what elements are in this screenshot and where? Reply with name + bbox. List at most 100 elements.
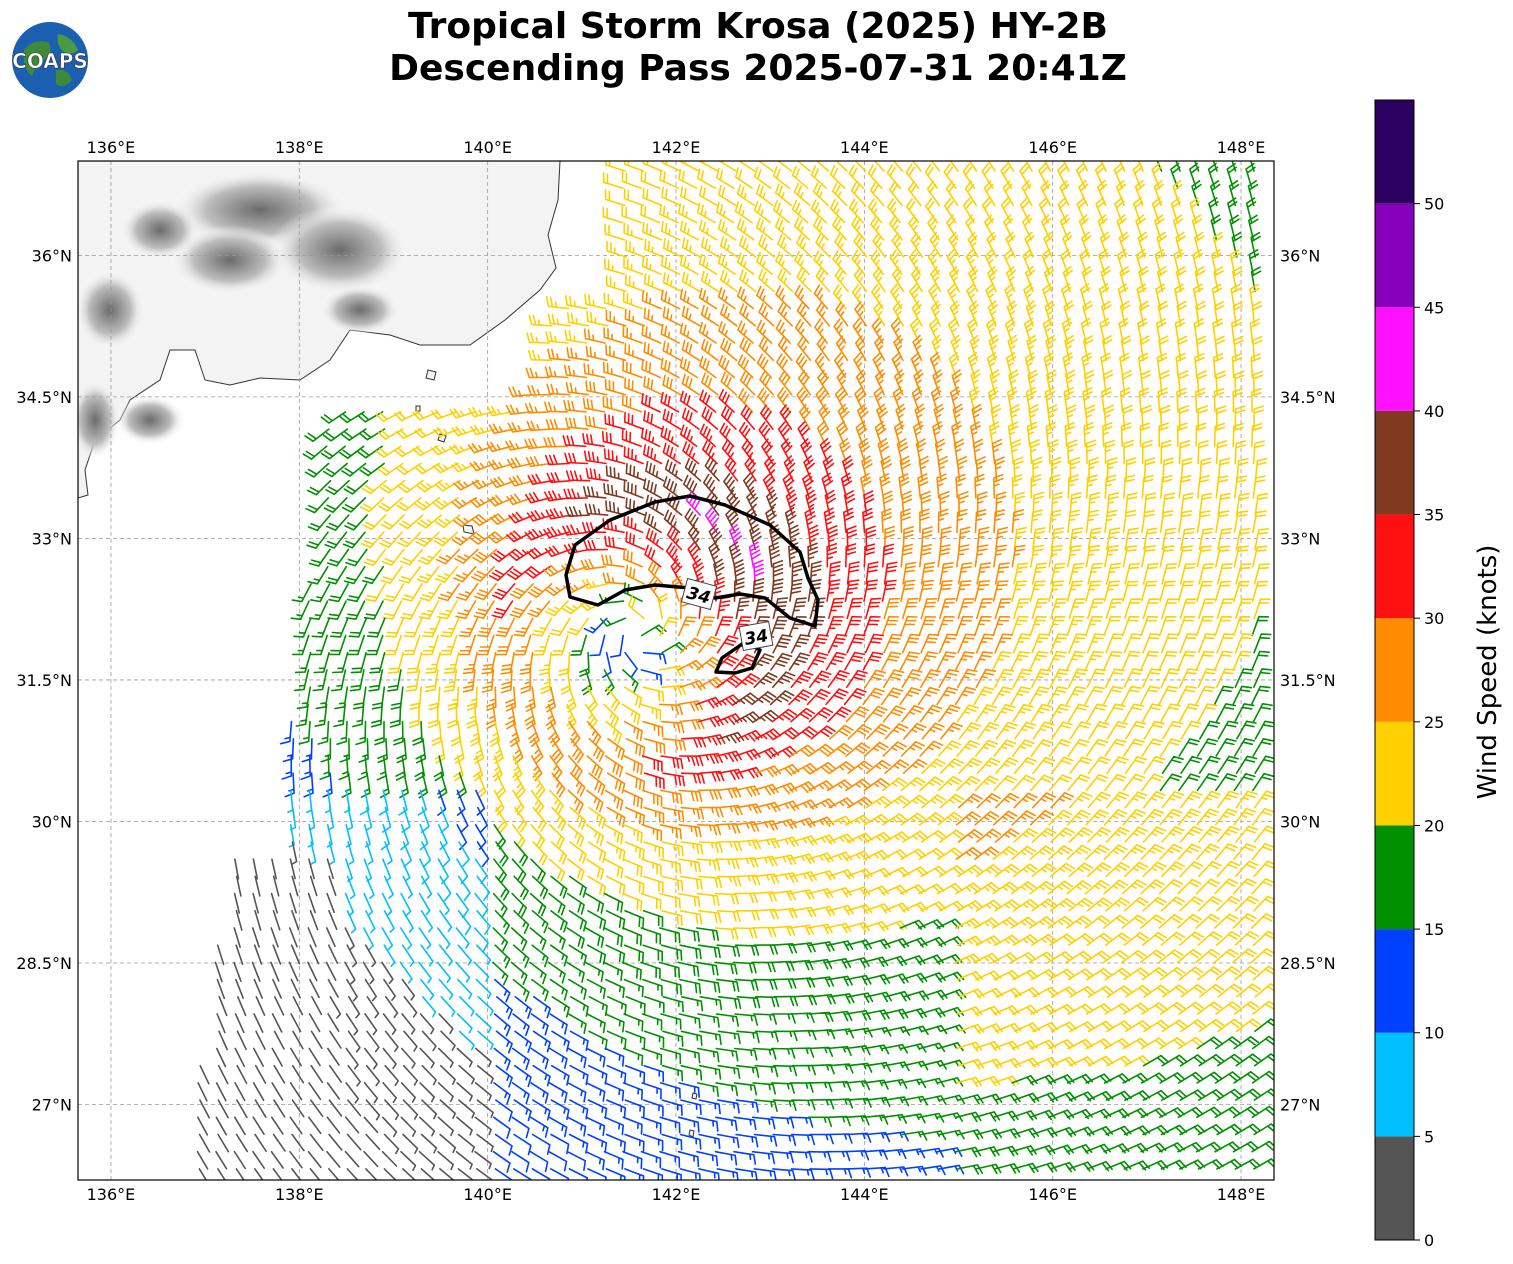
wind-barb <box>1176 387 1187 413</box>
wind-barb <box>714 616 734 637</box>
figure-title: Tropical Storm Krosa (2025) HY-2B Descen… <box>0 6 1513 90</box>
wind-barb-shape <box>823 507 835 534</box>
wind-barb <box>1214 335 1226 362</box>
wind-barb <box>739 303 756 327</box>
wind-barb-shape <box>666 525 683 551</box>
wind-barb <box>604 258 625 275</box>
wind-barb <box>1254 492 1269 516</box>
wind-barb-shape <box>352 703 365 728</box>
wind-barb-shape <box>1103 404 1115 430</box>
wind-barb <box>728 541 742 568</box>
wind-barb-shape <box>549 617 571 637</box>
wind-barb <box>917 686 940 706</box>
wind-barb <box>863 579 879 602</box>
wind-barb <box>449 444 476 455</box>
wind-barb <box>736 218 755 241</box>
wind-barb <box>599 617 627 627</box>
wind-barb <box>1140 615 1159 637</box>
wind-barb <box>990 404 1002 430</box>
wind-barb-shape <box>564 506 590 518</box>
wind-barb-shape <box>643 410 663 430</box>
wind-barb <box>863 543 876 568</box>
wind-barb <box>412 410 439 421</box>
wind-barb <box>603 483 626 499</box>
wind-barb <box>879 472 891 499</box>
wind-barb <box>1067 474 1079 499</box>
wind-barb-shape <box>681 373 700 396</box>
wind-barb <box>1231 231 1243 258</box>
wind-barb-shape <box>304 428 330 442</box>
wind-barb-shape <box>640 170 661 189</box>
wind-barb <box>1176 422 1188 448</box>
wind-barb <box>1140 650 1160 671</box>
wind-barb <box>679 424 698 448</box>
wind-barb <box>1195 685 1216 706</box>
wind-barb <box>365 583 386 602</box>
wind-barb-shape <box>919 704 943 723</box>
wind-barb-shape <box>919 544 932 568</box>
wind-barb-shape <box>1122 580 1139 602</box>
wind-barb <box>1087 492 1101 516</box>
wind-barb <box>1104 509 1118 534</box>
wind-barb-shape <box>1101 387 1112 413</box>
wind-barb <box>645 528 664 551</box>
wind-barb <box>834 267 849 293</box>
wind-barb-shape <box>508 475 535 487</box>
wind-barb-shape <box>640 427 661 448</box>
wind-barb-shape <box>327 548 350 567</box>
wind-barb <box>507 422 534 433</box>
wind-barb <box>671 575 684 602</box>
wind-barb <box>325 479 350 496</box>
wind-barb-shape <box>601 431 624 448</box>
wind-barb <box>984 248 995 275</box>
wind-barb <box>545 296 570 310</box>
wind-barb-shape <box>621 703 641 725</box>
wind-barb <box>387 651 404 674</box>
wind-barb-shape <box>531 617 553 637</box>
wind-barb-shape <box>900 543 914 568</box>
wind-barb <box>623 222 644 241</box>
wind-barb-shape <box>870 249 884 275</box>
wind-barb <box>1124 527 1139 551</box>
wind-barb <box>563 399 587 413</box>
wind-barb-shape <box>846 669 868 688</box>
wind-barb-shape <box>471 514 498 527</box>
wind-barb-shape <box>846 633 866 654</box>
wind-barb <box>842 455 854 482</box>
wind-barb-shape <box>544 401 569 413</box>
wind-barb-shape <box>492 583 516 600</box>
wind-barb <box>564 506 590 518</box>
wind-barb <box>1158 650 1178 671</box>
wind-barb <box>342 531 366 549</box>
wind-barb <box>473 600 495 619</box>
wind-barb-shape <box>1006 300 1017 327</box>
wind-barb-shape <box>348 617 368 638</box>
wind-barb-shape <box>1025 161 1033 172</box>
wind-barb-shape <box>840 472 853 499</box>
wind-barb-shape <box>1215 545 1231 568</box>
wind-barb-shape <box>526 420 552 432</box>
wind-barb <box>827 525 839 551</box>
wind-barb <box>948 317 959 344</box>
wind-barb <box>310 583 331 603</box>
wind-barb <box>1044 161 1052 172</box>
wind-barb <box>1069 527 1083 551</box>
wind-barb-shape <box>1119 266 1130 293</box>
wind-barb-shape <box>505 703 516 730</box>
wind-barb-shape <box>1095 197 1106 224</box>
wind-barb <box>776 353 791 379</box>
wind-barb <box>506 565 533 581</box>
wind-barb <box>1178 545 1194 568</box>
wind-barb-shape <box>443 669 458 693</box>
wind-barb <box>848 198 864 224</box>
wind-barb-shape <box>899 615 918 637</box>
wind-barb <box>1228 180 1240 207</box>
wind-barb <box>900 543 914 568</box>
wind-barb-shape <box>1066 650 1086 671</box>
wind-barb <box>623 480 644 499</box>
wind-barb-shape <box>699 185 718 207</box>
wind-barb-shape <box>953 438 965 465</box>
wind-barb-shape <box>1083 335 1094 362</box>
wind-barb-shape <box>1161 598 1179 620</box>
wind-barb-shape <box>604 535 627 551</box>
